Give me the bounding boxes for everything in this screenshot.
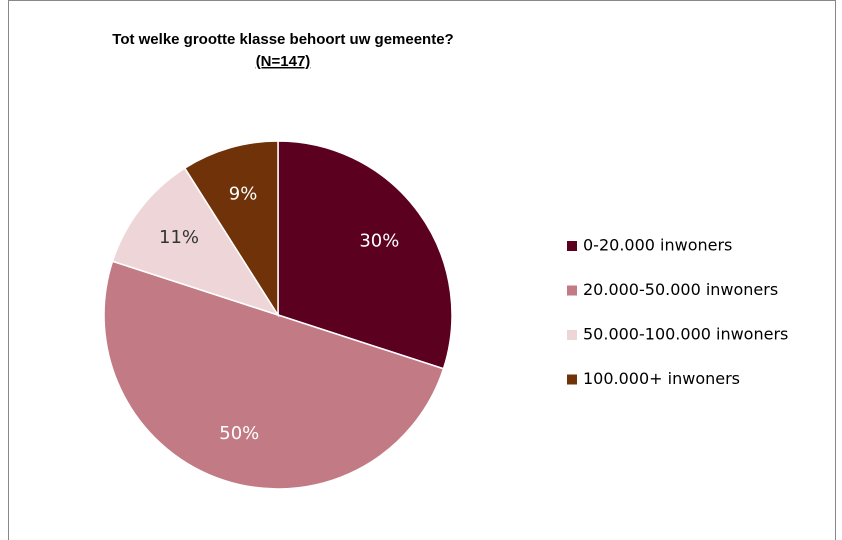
legend-label: 20.000-50.000 inwoners <box>583 280 778 299</box>
legend-swatch <box>567 241 577 251</box>
chart-title: Tot welke grootte klasse behoort uw geme… <box>112 31 453 48</box>
legend-label: 100.000+ inwoners <box>583 369 740 388</box>
legend-label: 50.000-100.000 inwoners <box>583 325 788 344</box>
pie-slice <box>111 167 280 317</box>
legend-swatch <box>567 330 577 340</box>
data-label: 11% <box>159 227 199 248</box>
pie-slice <box>183 140 279 318</box>
chart-subtitle: (N=147) <box>256 53 311 70</box>
legend-label: 0-20.000 inwoners <box>583 236 732 255</box>
legend-swatch <box>567 285 577 296</box>
data-label: 9% <box>229 184 258 205</box>
data-label: 50% <box>219 423 259 444</box>
pie-slice <box>277 140 453 370</box>
pie-slice <box>103 260 445 490</box>
data-label: 30% <box>359 230 399 251</box>
legend-swatch <box>567 374 577 385</box>
